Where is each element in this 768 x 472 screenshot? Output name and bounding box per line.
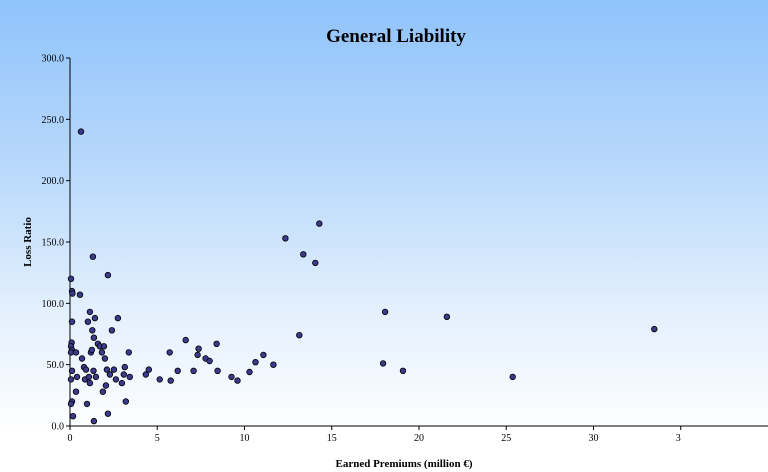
data-point [166,349,173,356]
data-point [114,314,122,322]
data-point [312,259,319,267]
data-point [214,367,221,374]
data-point [84,318,92,325]
y-tick-label: 0.0 [52,422,65,433]
data-point [98,349,106,356]
data-point [381,308,389,316]
x-tick-label: 15 [327,433,337,444]
data-point [228,373,235,381]
data-point [106,371,114,378]
x-tick-label: 20 [414,433,424,444]
data-point [78,355,86,362]
y-tick-label: 150.0 [42,238,65,249]
data-point [89,327,96,334]
data-point [86,379,94,387]
x-tick-label: 10 [240,433,250,444]
data-point [102,382,110,389]
data-point [206,357,213,365]
data-point [68,367,76,374]
data-point [92,373,100,381]
data-point [125,349,132,356]
x-axis-title: Earned Premiums (million €) [336,458,473,470]
data-point [399,367,407,374]
y-tick-label: 50.0 [47,360,65,371]
data-point [76,291,84,298]
data-point [213,340,220,347]
data-point [174,367,181,374]
data-point [190,367,197,374]
x-tick-label: 30 [589,433,599,444]
data-point [77,128,85,135]
data-point [316,220,323,227]
data-point [69,413,77,420]
data-point [300,251,307,258]
data-point [108,327,116,334]
data-point [270,361,277,368]
data-point [443,313,451,320]
data-points [67,128,658,425]
data-point [296,332,303,339]
data-point [104,271,112,279]
data-point [260,351,267,359]
y-tick-label: 300.0 [42,54,65,65]
data-point [167,377,174,384]
x-tick-label: 25 [501,433,511,444]
data-point [110,366,118,373]
data-point [82,366,90,373]
data-point [104,410,112,417]
y-axis-ticks: 0.0 50.0 100.0 150.0 200.0 250.0 300.0 [42,54,70,433]
data-point [72,349,80,356]
data-point [142,371,149,378]
data-point [101,355,109,362]
x-tick-label: 5 [155,433,160,444]
data-point [182,336,189,344]
data-point [90,417,98,425]
data-point [67,400,75,408]
data-point [194,351,201,359]
y-tick-label: 100.0 [42,299,65,310]
x-axis-ticks: 0 5 10 15 20 25 30 3 [68,426,682,444]
y-tick-label: 200.0 [42,176,65,187]
data-point [72,388,80,395]
data-point [85,373,93,381]
data-point [91,314,99,322]
data-point [246,368,253,376]
y-tick-label: 250.0 [42,115,65,126]
data-point [651,325,658,333]
data-point [88,346,96,354]
chart-title: General Liability [326,26,466,47]
data-point [118,379,126,387]
data-point [83,400,91,408]
data-point [89,253,97,260]
data-point [86,308,94,316]
data-point [509,373,516,381]
data-point [90,334,98,341]
x-tick-label: 0 [68,433,73,444]
data-point [99,388,107,395]
data-point [234,377,241,384]
data-point [100,343,108,350]
y-axis-title: Loss Ratio [22,217,34,267]
data-point [120,371,127,378]
data-point [252,359,259,366]
data-point [121,363,128,371]
data-point [68,318,76,325]
data-point [90,367,97,374]
data-point [126,373,133,381]
data-point [195,345,202,352]
data-point [282,235,289,242]
data-point [69,290,76,297]
x-tick-label: 3 [676,433,681,444]
data-point [103,366,111,373]
data-point [73,373,81,381]
data-point [112,376,120,383]
data-point [156,376,163,383]
data-point [67,275,75,282]
data-point [379,360,387,367]
data-point [67,376,75,383]
data-point [122,398,129,405]
data-point [145,366,152,373]
